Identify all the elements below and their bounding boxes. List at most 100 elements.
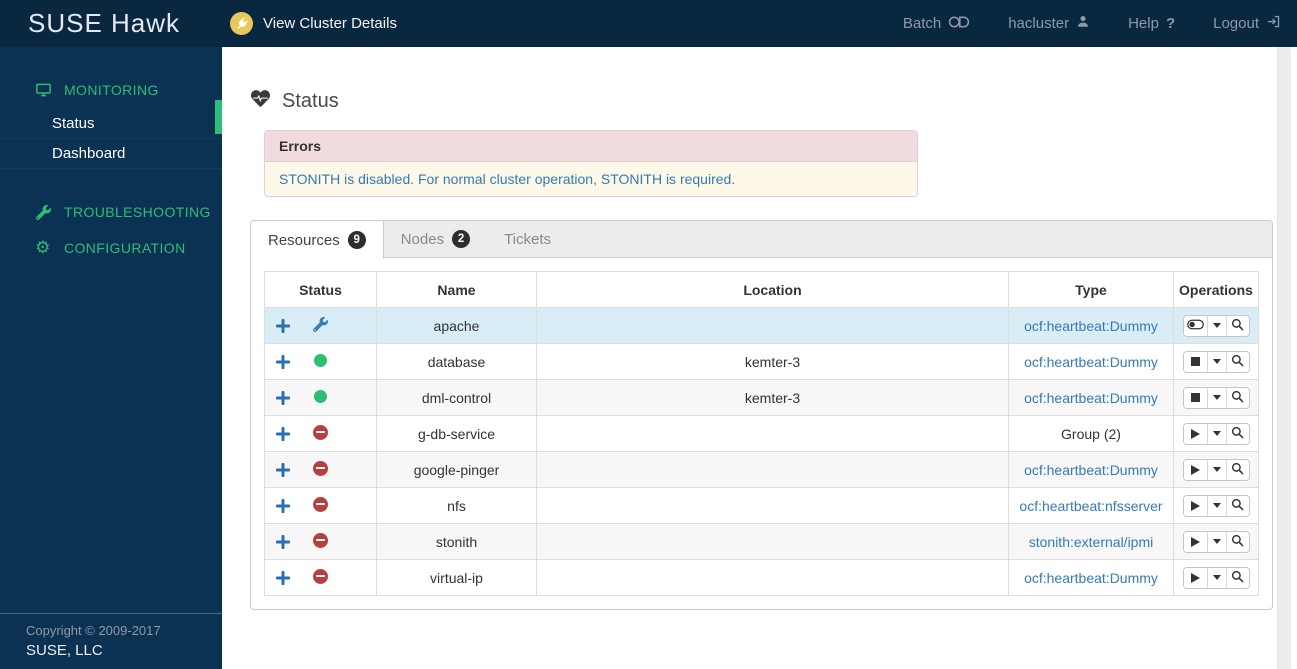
expand-plus-icon[interactable] [276,354,290,369]
primary-op-button[interactable] [1183,387,1207,408]
resource-location [536,559,1009,596]
expand-plus-icon[interactable] [276,426,290,441]
username-label: hacluster [1008,15,1070,32]
op-dropdown-button[interactable] [1206,531,1226,552]
op-dropdown-button[interactable] [1206,495,1226,516]
op-dropdown-button[interactable] [1206,459,1226,480]
nodes-count-badge: 2 [452,230,471,248]
op-search-button[interactable] [1225,531,1249,552]
resource-type-cell: ocf:heartbeat:nfsserver [1008,487,1174,524]
resource-type-cell: ocf:heartbeat:Dummy [1008,451,1174,488]
resource-type[interactable]: stonith:external/ipmi [1028,533,1154,550]
resource-type-cell: ocf:heartbeat:Dummy [1008,343,1174,380]
app-logo: SUSE Hawk [28,8,181,38]
resource-name: dml-control [376,379,537,416]
stopped-status-icon [313,460,328,476]
op-search-button[interactable] [1225,315,1249,336]
column-header-status: Status [264,271,377,308]
primary-op-button[interactable] [1183,315,1207,336]
tab-tickets[interactable]: Tickets [487,221,568,257]
operations-cell [1173,559,1259,596]
stonith-warning-link[interactable]: STONITH is disabled. For normal cluster … [279,171,736,187]
op-search-button[interactable] [1225,495,1249,516]
user-menu[interactable]: hacluster [1008,14,1090,33]
scrollbar[interactable] [1277,47,1291,669]
expand-plus-icon[interactable] [276,318,290,333]
sidebar-item-status[interactable]: Status [0,100,222,139]
resource-type: Group (2) [1061,425,1121,442]
table-header-row: Status Name Location Type Operations [264,271,1259,308]
resource-type[interactable]: ocf:heartbeat:nfsserver [1019,497,1163,514]
help-label: Help [1128,15,1159,32]
resource-type[interactable]: ocf:heartbeat:Dummy [1024,569,1158,586]
chevron-down-icon [1212,323,1221,328]
primary-op-button[interactable] [1183,567,1207,588]
resource-location [536,415,1009,452]
expand-plus-icon[interactable] [276,570,290,585]
primary-op-button[interactable] [1183,531,1207,552]
expand-plus-icon[interactable] [276,462,290,477]
maintenance-wrench-icon [312,316,328,335]
resource-location [536,523,1009,560]
batch-button[interactable]: Batch [903,15,970,33]
op-dropdown-button[interactable] [1206,423,1226,444]
search-icon [1231,390,1244,406]
logout-button[interactable]: Logout [1213,14,1281,33]
table-row: virtual-ip ocf:heartbeat:Dummy [264,559,1259,596]
stop-op-icon [1190,393,1200,402]
resources-panel: Resources 9 Nodes 2 Tickets Status Name … [250,220,1273,610]
op-search-button[interactable] [1225,351,1249,372]
resource-table-body: apache ocf:heartbeat:Dummy database kemt… [264,307,1259,596]
sidebar-section-monitoring[interactable]: MONITORING [0,77,222,103]
sidebar-item-dashboard[interactable]: Dashboard [0,139,222,169]
page-title: Status [282,89,339,112]
expand-plus-icon[interactable] [276,390,290,405]
start-op-icon [1190,500,1200,511]
primary-op-button[interactable] [1183,423,1207,444]
tab-nodes[interactable]: Nodes 2 [384,221,487,257]
search-icon [1231,498,1244,514]
stopped-status-icon [313,424,328,440]
resource-name: g-db-service [376,415,537,452]
search-icon [1231,318,1244,334]
op-dropdown-button[interactable] [1206,567,1226,588]
op-dropdown-button[interactable] [1206,387,1226,408]
resource-type[interactable]: ocf:heartbeat:Dummy [1024,461,1158,478]
status-icon [314,389,327,403]
sidebar-section-configuration[interactable]: ⚙ CONFIGURATION [0,235,222,261]
stopped-status-icon [313,568,328,584]
chevron-down-icon [1212,467,1221,472]
column-header-name: Name [376,271,537,308]
sidebar-section-troubleshooting[interactable]: TROUBLESHOOTING [0,199,222,225]
primary-op-button[interactable] [1183,495,1207,516]
resource-type[interactable]: ocf:heartbeat:Dummy [1024,317,1158,334]
op-search-button[interactable] [1225,459,1249,480]
op-dropdown-button[interactable] [1206,315,1226,336]
table-row: nfs ocf:heartbeat:nfsserver [264,487,1259,524]
start-op-icon [1190,572,1200,583]
primary-op-button[interactable] [1183,351,1207,372]
start-op-icon [1190,536,1200,547]
question-icon: ? [1165,15,1176,32]
view-cluster-details-button[interactable]: View Cluster Details [230,12,397,35]
resource-type-cell: ocf:heartbeat:Dummy [1008,307,1174,344]
resource-type-cell: ocf:heartbeat:Dummy [1008,559,1174,596]
operations-cell [1173,307,1259,344]
table-row: stonith stonith:external/ipmi [264,523,1259,560]
resource-type[interactable]: ocf:heartbeat:Dummy [1024,389,1158,406]
op-search-button[interactable] [1225,423,1249,444]
op-search-button[interactable] [1225,567,1249,588]
op-dropdown-button[interactable] [1206,351,1226,372]
help-button[interactable]: Help ? [1128,15,1175,32]
status-cell [264,451,377,488]
batch-label: Batch [902,15,942,32]
tab-resources[interactable]: Resources 9 [251,221,384,259]
status-cell [264,487,377,524]
expand-plus-icon[interactable] [276,498,290,513]
operations-cell [1173,523,1259,560]
primary-op-button[interactable] [1183,459,1207,480]
op-search-button[interactable] [1225,387,1249,408]
status-cell [264,307,377,344]
expand-plus-icon[interactable] [276,534,290,549]
resource-type[interactable]: ocf:heartbeat:Dummy [1024,353,1158,370]
